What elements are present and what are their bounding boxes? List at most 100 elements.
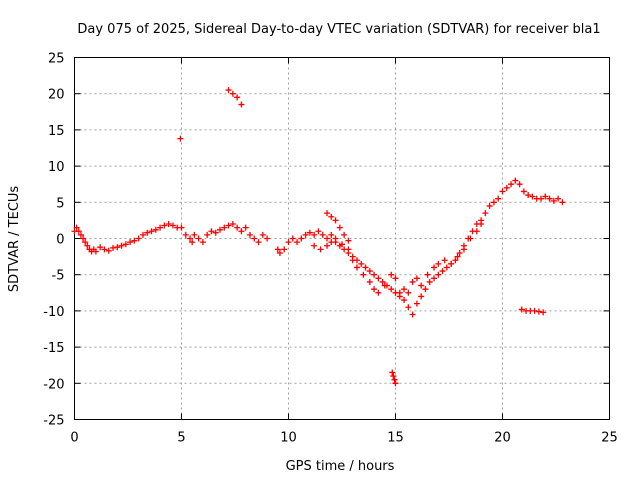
data-point	[418, 293, 425, 300]
data-point	[82, 239, 89, 246]
data-point	[473, 228, 480, 235]
data-point	[345, 246, 352, 253]
data-point	[238, 101, 245, 108]
data-point	[371, 271, 378, 278]
data-point	[456, 249, 463, 256]
data-point	[281, 246, 288, 253]
data-point	[208, 228, 215, 235]
data-point	[311, 242, 318, 249]
data-point	[324, 242, 331, 249]
data-point	[148, 228, 155, 235]
data-point	[80, 235, 87, 242]
x-tick-label: 10	[280, 431, 297, 446]
data-point	[332, 217, 339, 224]
x-tick-label: 0	[70, 431, 78, 446]
data-point	[503, 184, 510, 191]
y-tick-label: -5	[52, 269, 65, 284]
data-point	[435, 260, 442, 267]
data-point	[332, 235, 339, 242]
data-point	[178, 224, 185, 231]
y-axis-label: SDTVAR / TECUs	[7, 186, 22, 293]
data-point	[276, 249, 283, 256]
y-tick-label: -25	[43, 414, 64, 429]
data-point	[490, 199, 497, 206]
data-point	[512, 177, 519, 184]
data-point	[424, 271, 431, 278]
data-points	[71, 87, 566, 387]
data-point	[341, 231, 348, 238]
data-point	[199, 239, 206, 246]
data-point	[75, 228, 82, 235]
data-point	[187, 235, 194, 242]
data-point	[422, 286, 429, 293]
data-point	[379, 278, 386, 285]
y-tick-label: -10	[43, 305, 64, 320]
data-point	[127, 239, 134, 246]
data-point	[520, 188, 527, 195]
data-point	[443, 264, 450, 271]
data-point	[264, 235, 271, 242]
data-point	[306, 229, 313, 236]
data-point	[229, 221, 236, 228]
data-point	[336, 224, 343, 231]
data-point	[221, 224, 228, 231]
y-tick-label: 0	[56, 233, 64, 248]
data-point	[454, 253, 461, 260]
data-point	[289, 235, 296, 242]
data-point	[390, 373, 397, 380]
data-point	[495, 195, 502, 202]
data-point	[161, 222, 168, 229]
data-point	[381, 282, 388, 289]
x-tick-label: 5	[177, 431, 185, 446]
data-point	[441, 257, 448, 264]
data-point	[550, 197, 557, 204]
data-point	[388, 271, 395, 278]
data-point	[225, 222, 232, 229]
data-point	[302, 231, 309, 238]
data-point	[152, 226, 159, 233]
data-point	[246, 231, 253, 238]
data-point	[413, 300, 420, 307]
data-point	[212, 229, 219, 236]
data-point	[439, 268, 446, 275]
x-tick-label: 15	[387, 431, 404, 446]
data-point	[540, 309, 547, 316]
data-point	[366, 268, 373, 275]
data-point	[339, 241, 345, 248]
data-point	[242, 224, 249, 231]
data-point	[375, 275, 382, 282]
data-point	[371, 286, 378, 293]
data-point	[362, 264, 369, 271]
data-point	[460, 246, 467, 253]
data-point	[431, 264, 438, 271]
data-point	[234, 224, 241, 231]
data-point	[157, 224, 164, 231]
data-point	[345, 237, 352, 244]
data-point	[349, 257, 356, 264]
data-point	[467, 235, 474, 242]
x-axis-label: GPS time / hours	[286, 459, 395, 474]
data-point	[516, 181, 523, 188]
data-point	[426, 278, 433, 285]
y-tick-label: 15	[48, 124, 65, 139]
data-point	[294, 239, 301, 246]
data-point	[431, 275, 438, 282]
data-point	[409, 278, 416, 285]
data-point	[486, 202, 493, 209]
data-point	[328, 213, 335, 220]
data-point	[114, 244, 121, 251]
data-point	[392, 380, 399, 387]
data-point	[169, 222, 176, 229]
y-tick-label: -20	[43, 377, 64, 392]
data-point	[324, 210, 331, 217]
data-point	[388, 286, 395, 293]
data-point	[452, 257, 459, 264]
data-point	[392, 275, 399, 282]
data-point	[360, 271, 367, 278]
y-tick-label: 5	[56, 196, 64, 211]
data-point	[135, 235, 142, 242]
data-point	[538, 195, 545, 202]
data-point	[401, 286, 408, 293]
x-tick-label: 20	[494, 431, 511, 446]
